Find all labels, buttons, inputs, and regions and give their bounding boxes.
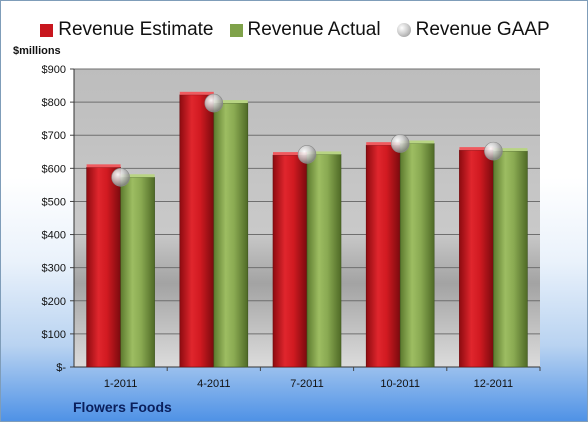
x-tick-label: 7-2011 [290, 378, 323, 390]
legend-item-gaap: Revenue GAAP [396, 19, 550, 41]
x-tick-label: 4-2011 [197, 378, 230, 390]
bar-revenue-actual-top [120, 174, 155, 178]
marker-revenue-gaap [484, 141, 503, 161]
bar-revenue-estimate-top [179, 91, 214, 95]
bar-revenue-actual-top [493, 148, 528, 152]
y-tick-label: $100 [42, 329, 66, 341]
y-tick-label: $900 [42, 64, 66, 76]
legend-label-gaap: Revenue GAAP [415, 19, 550, 40]
legend-swatch-actual [229, 23, 243, 37]
bar-revenue-estimate-top [273, 152, 307, 156]
y-tick-label: $300 [42, 263, 66, 275]
legend-item-estimate: Revenue Estimate [40, 19, 214, 41]
bar-revenue-estimate [86, 167, 121, 368]
x-tick-label: 12-2011 [474, 378, 514, 390]
y-axis-unit-label: $millions [13, 45, 61, 57]
legend-swatch-gaap [396, 23, 411, 37]
bar-revenue-estimate-top [459, 147, 494, 151]
marker-revenue-gaap [390, 134, 410, 153]
y-tick-label: $- [56, 362, 66, 374]
x-tick-label: 1-2011 [104, 378, 137, 390]
y-tick-label: $200 [42, 296, 66, 308]
bar-revenue-estimate [272, 154, 308, 368]
y-tick-label: $700 [42, 130, 66, 142]
bar-revenue-estimate-top [366, 142, 401, 146]
y-tick-label: $600 [42, 163, 66, 175]
y-tick-label: $800 [42, 97, 66, 109]
bar-revenue-actual [120, 176, 155, 368]
bar-revenue-estimate-top [86, 164, 121, 168]
marker-revenue-gaap [204, 93, 224, 113]
legend-label-actual: Revenue Actual [247, 19, 381, 40]
legend: Revenue Estimate Revenue Actual Revenue … [1, 15, 587, 45]
x-tick-label: 10-2011 [380, 378, 420, 390]
bar-revenue-actual-top [307, 151, 341, 155]
legend-label-estimate: Revenue Estimate [58, 19, 214, 40]
marker-revenue-gaap [297, 145, 317, 164]
marker-revenue-gaap [111, 167, 130, 187]
y-tick-label: $400 [42, 230, 66, 242]
bar-revenue-actual-top [400, 140, 435, 144]
company-name: Flowers Foods [73, 399, 172, 415]
bar-revenue-actual [399, 143, 435, 368]
bar-revenue-actual [493, 150, 528, 368]
bar-revenue-estimate [459, 149, 494, 368]
bar-revenue-actual [213, 102, 249, 368]
y-tick-label: $500 [42, 196, 66, 208]
bar-revenue-actual-top [213, 100, 248, 104]
bar-revenue-estimate [179, 94, 215, 368]
legend-item-actual: Revenue Actual [229, 19, 381, 41]
bar-revenue-actual [306, 154, 342, 368]
legend-swatch-estimate [40, 23, 54, 37]
bar-revenue-estimate [365, 144, 401, 368]
